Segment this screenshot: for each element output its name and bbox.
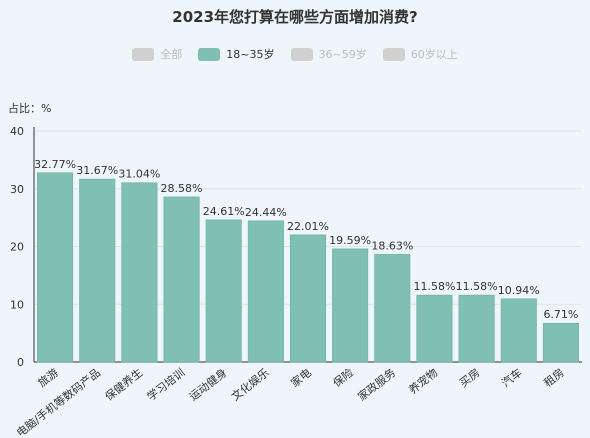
bar-value-label: 32.77% [34,158,76,171]
bar-value-label: 19.59% [329,234,371,247]
chart-title: 2023年您打算在哪些方面增加消费? [172,8,418,26]
x-category-label: 汽车 [499,365,525,390]
bar [163,196,200,363]
legend-swatch [290,47,313,61]
legend-item-60-plus[interactable]: 60岁以上 [382,46,458,62]
bar [542,322,579,363]
bar-value-label: 6.71% [543,308,578,321]
bar [500,298,537,363]
x-category-label: 运动健身 [186,365,229,403]
x-category-label: 旅游 [35,365,61,390]
bar-value-label: 10.94% [498,284,540,297]
legend-label: 60岁以上 [410,48,458,61]
bar-value-label: 18.63% [371,239,413,252]
bar-value-label: 24.61% [203,205,245,218]
bar-value-label: 31.04% [118,168,160,181]
y-tick-label: 20 [10,241,24,254]
bar [458,294,495,363]
x-category-label: 家政服务 [355,365,398,403]
y-tick-label: 0 [17,356,24,369]
bar-value-label: 28.58% [161,182,203,195]
x-category-label: 学习培训 [144,365,187,403]
legend-item-36-59[interactable]: 36~59岁 [290,46,367,62]
x-category-label: 文化娱乐 [228,365,271,403]
y-axis-unit-label: 占比：% [8,102,52,115]
bar-value-label: 11.58% [456,280,498,293]
legend-swatch [382,47,405,61]
x-category-label: 租房 [541,366,566,390]
legend-label: 全部 [160,48,183,61]
legend-label: 18~35岁 [226,48,275,61]
bar-value-label: 24.44% [245,206,287,219]
bar-value-label: 22.01% [287,220,329,233]
legend-item-all[interactable]: 全部 [132,46,182,62]
bar [332,248,369,363]
bar-value-label: 11.58% [413,280,455,293]
bar [374,254,411,363]
bar [247,220,284,363]
legend-swatch [198,47,221,61]
bar [79,178,116,363]
y-tick-label: 40 [10,125,24,138]
bar [289,234,327,363]
bar [37,172,74,363]
x-category-label: 养宠物 [406,365,441,396]
bar-value-label: 31.67% [76,164,118,177]
legend-label: 36~59岁 [318,48,367,61]
x-category-label: 家电 [288,365,314,390]
bar [416,294,453,363]
legend-item-18-35[interactable]: 18~35岁 [198,46,275,62]
y-tick-label: 10 [10,298,24,311]
x-category-label: 买房 [457,366,482,390]
legend-swatch [132,47,155,61]
x-category-label: 保险 [330,365,356,390]
bar [205,219,242,363]
y-tick-label: 30 [10,183,24,196]
x-category-label: 保健养生 [102,365,145,403]
legend: 全部 18~35岁 36~59岁 60岁以上 [0,46,590,62]
bar [121,182,158,363]
